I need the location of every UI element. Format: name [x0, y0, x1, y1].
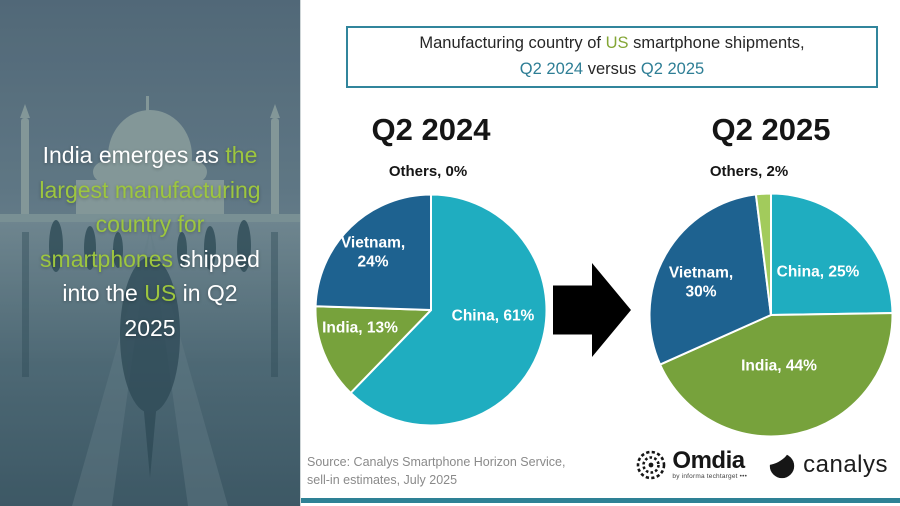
headline-line: largest manufacturing: [39, 176, 261, 203]
canalys-name: canalys: [803, 451, 888, 478]
chart-title-line: Q2 2024 versus Q2 2025: [519, 60, 705, 78]
left-photo-panel: India emerges as the largest manufacturi…: [0, 0, 300, 506]
chart-title-box: Manufacturing country of US smartphone s…: [346, 26, 878, 88]
chart-panel: Manufacturing country of US smartphone s…: [300, 0, 900, 506]
source-note: Source: Canalys Smartphone Horizon Servi…: [307, 454, 565, 489]
canalys-crescent-icon: [767, 450, 795, 479]
omdia-tagline: by informa techtarget •••: [672, 473, 748, 481]
source-line-1: Source: Canalys Smartphone Horizon Servi…: [307, 455, 566, 469]
slice-label-line: 24%: [357, 254, 389, 271]
canalys-logo: canalys: [767, 450, 888, 480]
chart-title-line: Manufacturing country of US smartphone s…: [419, 34, 805, 53]
slice-label-china-2025: China, 25%: [776, 263, 860, 281]
omdia-logo: Omdia by informa techtarget •••: [635, 449, 747, 481]
headline-line: India emerges as the: [42, 142, 258, 168]
pie-chart-q2-2024: China, 61% Vietnam, 24% India, 13%: [314, 193, 548, 427]
omdia-circle-icon: [637, 450, 666, 480]
pie-heading-q2-2024: Q2 2024: [371, 112, 491, 147]
others-label-2024: Others, 0%: [388, 163, 468, 180]
source-line-2: sell-in estimates, July 2025: [307, 472, 458, 487]
slice-label-china-2024: China, 61%: [451, 307, 535, 325]
slice-label-line: Vietnam,: [668, 264, 734, 282]
slice-label-vietnam-2025: Vietnam, 30%: [669, 264, 733, 303]
taj-mahal-photo: [0, 0, 300, 506]
pie-chart-q2-2025: China, 25% Vietnam, 30% India, 44%: [648, 192, 894, 438]
pie-heading-q2-2025: Q2 2025: [711, 112, 831, 147]
headline-line: into the US in Q2: [62, 280, 238, 306]
slice-label-line: Vietnam,: [340, 234, 406, 252]
vendor-logos: Omdia by informa techtarget ••• canalys: [635, 449, 888, 481]
slice-label-line: 30%: [685, 284, 717, 301]
right-arrow-icon: [553, 263, 631, 357]
others-label-2025: Others, 2%: [709, 163, 789, 180]
headline-line: smartphones shipped: [40, 245, 260, 272]
photo-tint-overlay: [0, 0, 300, 506]
headline-line: 2025: [124, 314, 176, 341]
slice-label-india-2024: India, 13%: [322, 319, 398, 337]
headline-text: India emerges as the largest manufacturi…: [0, 138, 300, 345]
teal-footer-bar: [301, 498, 900, 503]
headline-line: country for: [95, 211, 205, 237]
slice-label-india-2025: India, 44%: [741, 357, 817, 375]
omdia-wordmark: Omdia by informa techtarget •••: [672, 449, 747, 481]
omdia-name: Omdia: [672, 447, 745, 475]
slice-label-vietnam-2024: Vietnam, 24%: [341, 234, 405, 273]
